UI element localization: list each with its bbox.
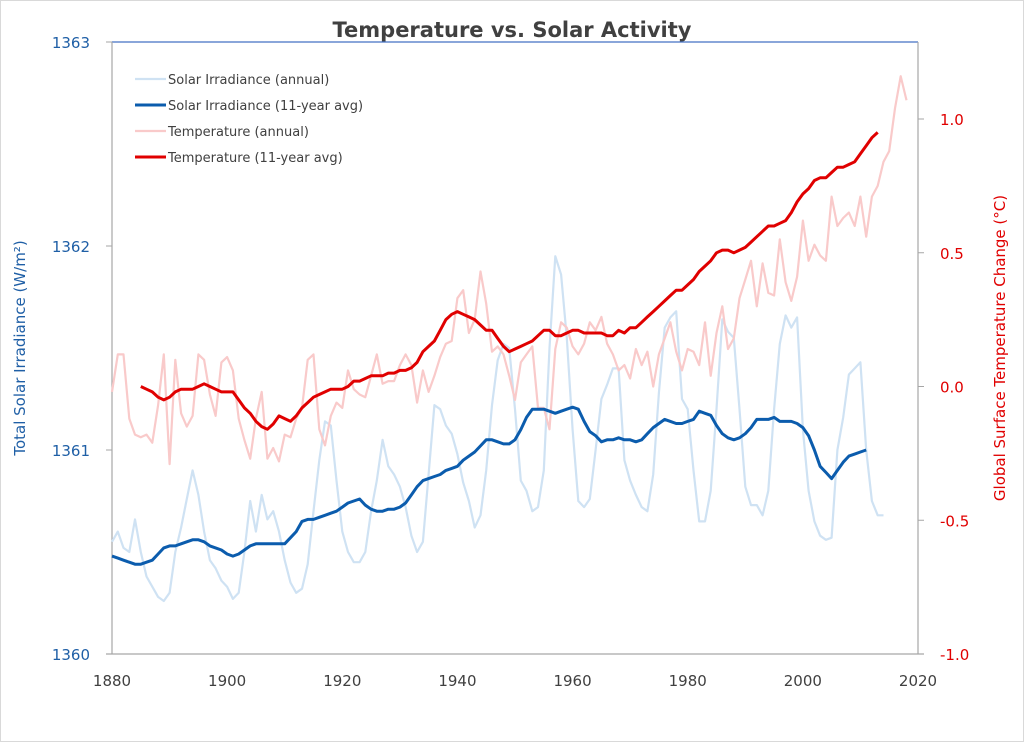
x-tick-label: 1940 (438, 672, 476, 690)
right-tick-label: -1.0 (940, 646, 969, 664)
legend-label: Temperature (11-year avg) (167, 151, 343, 166)
legend: Solar Irradiance (annual) Solar Irradianc… (135, 73, 363, 166)
left-tick-label: 1363 (52, 34, 90, 52)
right-y-ticks: -1.0 -0.5 0.0 0.5 1.0 (918, 111, 969, 664)
x-tick-label: 2020 (899, 672, 937, 690)
series-line-solar-irradiance-annual (111, 255, 884, 603)
x-tick-label: 1920 (323, 672, 361, 690)
axes (106, 41, 924, 655)
chart-title: Temperature vs. Solar Activity (333, 18, 692, 42)
series-line-temperature-annual (110, 75, 908, 466)
left-y-ticks: 1360 1361 1362 1363 (52, 34, 112, 664)
x-tick-label: 1980 (669, 672, 707, 690)
x-tick-label: 1960 (553, 672, 591, 690)
x-tick-label: 1900 (208, 672, 246, 690)
x-tick-label: 1880 (93, 672, 131, 690)
right-tick-label: 1.0 (940, 111, 964, 129)
right-tick-label: 0.5 (940, 245, 964, 263)
x-tick-label: 2000 (784, 672, 822, 690)
left-tick-label: 1360 (52, 646, 90, 664)
right-tick-label: -0.5 (940, 512, 969, 530)
legend-label: Solar Irradiance (11-year avg) (168, 99, 363, 114)
left-tick-label: 1362 (52, 238, 90, 256)
series-line-solar-irradiance-11-year-avg (111, 405, 867, 566)
right-tick-label: 0.0 (940, 379, 964, 397)
left-tick-label: 1361 (52, 442, 90, 460)
series-line-temperature-11-year-avg (140, 131, 879, 431)
left-axis-title: Total Solar Irradiance (W/m²) (11, 240, 29, 456)
x-ticks: 1880 1900 1920 1940 1960 1980 2000 2020 (93, 672, 937, 690)
legend-label: Temperature (annual) (167, 125, 309, 140)
right-axis-title: Global Surface Temperature Change (°C) (991, 195, 1009, 501)
legend-label: Solar Irradiance (annual) (168, 73, 329, 88)
series-layer (110, 75, 908, 603)
